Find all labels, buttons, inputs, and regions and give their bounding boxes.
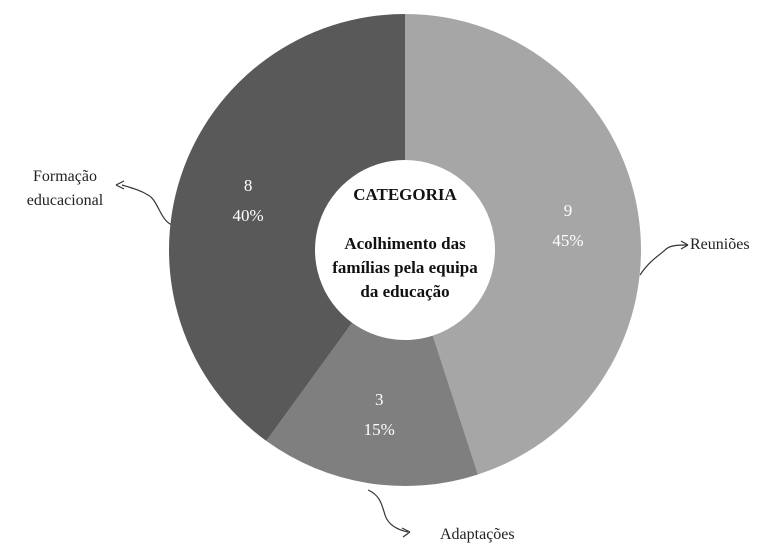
percentage-label: 40%: [232, 206, 263, 225]
category-label: Reuniões: [690, 236, 750, 253]
arrows: [115, 180, 689, 538]
arrow: [367, 489, 409, 533]
value-label: 9: [564, 201, 573, 220]
arrow: [639, 244, 689, 276]
percentage-label: 15%: [364, 420, 395, 439]
value-label: 8: [244, 176, 253, 195]
arrow: [121, 184, 173, 226]
center-subtitle: Acolhimento das famílias pela equipa da …: [332, 234, 478, 301]
slice: [266, 322, 478, 486]
percentage-label: 45%: [552, 231, 583, 250]
category-label: Formação educacional: [26, 168, 104, 209]
arrow-head: [680, 240, 689, 250]
category-label: Adaptações: [440, 526, 515, 543]
slice: [405, 14, 642, 475]
arrow-head: [115, 180, 125, 190]
arrow-head: [401, 527, 411, 538]
value-label: 3: [375, 390, 384, 409]
center-title: CATEGORIA: [353, 185, 457, 204]
slice: [168, 14, 405, 441]
